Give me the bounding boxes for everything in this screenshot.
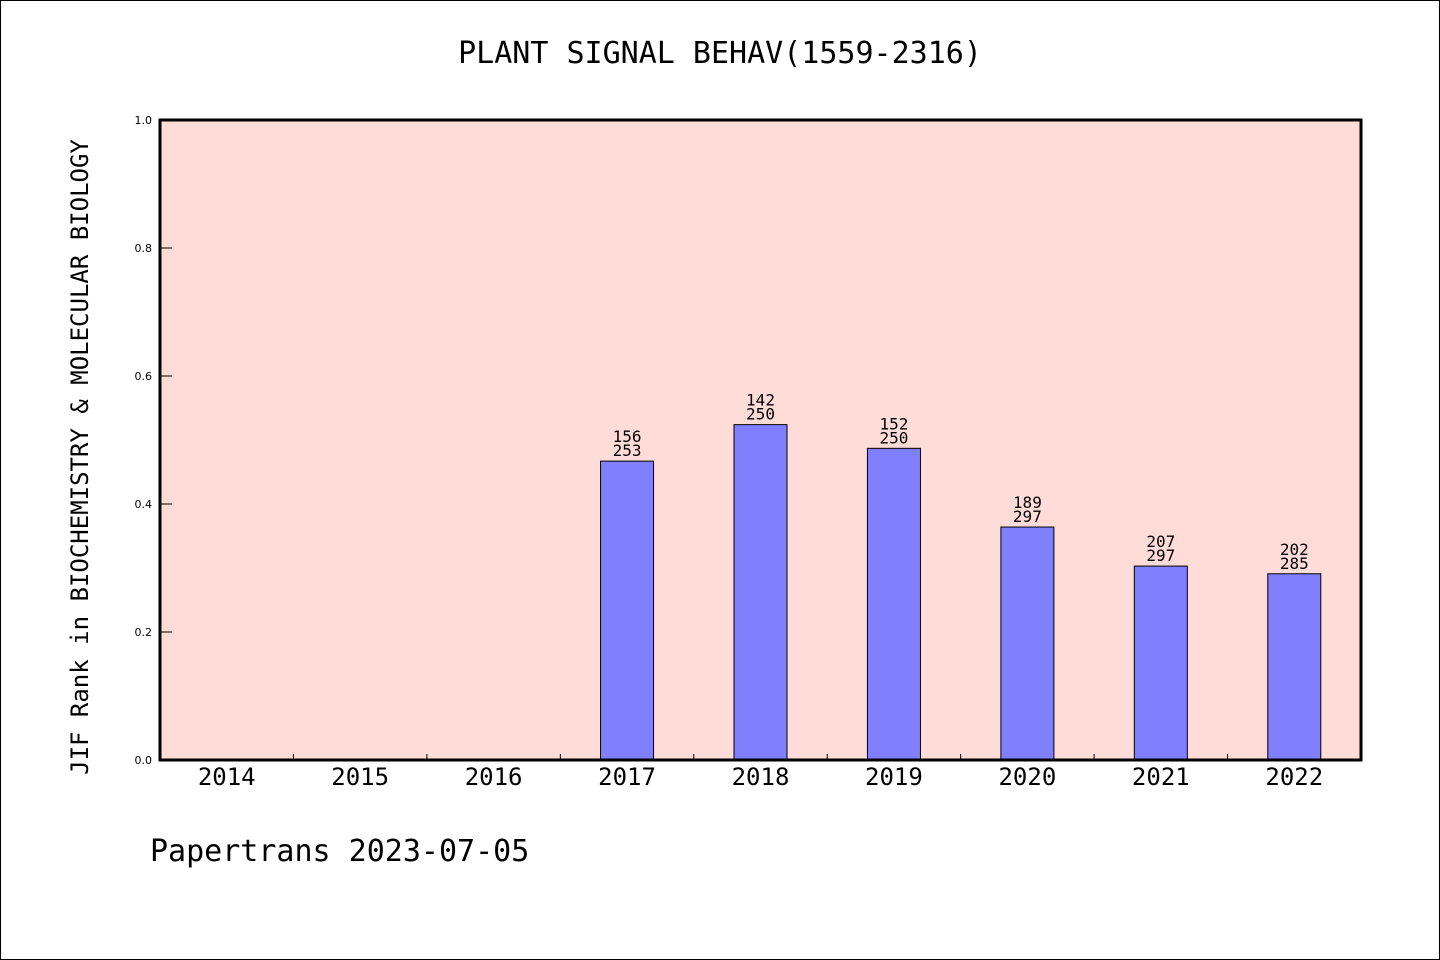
x-tick-label: 2020 (998, 763, 1056, 791)
y-tick-label: 0.8 (135, 242, 153, 255)
x-tick-label: 2017 (598, 763, 656, 791)
bar-total-label: 297 (1146, 546, 1175, 565)
x-tick-label: 2021 (1132, 763, 1190, 791)
footer-credit: Papertrans 2023-07-05 (150, 834, 530, 869)
bar-total-label: 297 (1013, 507, 1042, 526)
bar-total-label: 250 (879, 428, 908, 447)
x-tick-label: 2015 (331, 763, 389, 791)
x-tick-label: 2018 (732, 763, 790, 791)
bar-2019 (866, 447, 921, 761)
bar-2021 (1133, 565, 1188, 761)
bar-total-label: 253 (613, 441, 642, 460)
chart-title: PLANT SIGNAL BEHAV(1559-2316) (458, 36, 982, 71)
bar-2018 (733, 424, 788, 761)
bar-rank-label: 156 (613, 427, 642, 446)
bar-2017 (600, 460, 655, 761)
y-tick-label: 1.0 (135, 114, 153, 127)
x-tick-label: 2014 (198, 763, 256, 791)
bar-rank-label: 152 (879, 414, 908, 433)
bar-total-label: 285 (1280, 554, 1309, 573)
bar-total-label: 250 (746, 405, 775, 424)
bar-rank-label: 142 (746, 391, 775, 410)
bar-2022 (1267, 573, 1322, 761)
bar-rank-label: 207 (1146, 532, 1175, 551)
x-tick-label: 2019 (865, 763, 923, 791)
bar-2020 (1000, 526, 1055, 761)
bar-rank-label: 189 (1013, 493, 1042, 512)
x-tick-label: 2016 (465, 763, 523, 791)
y-tick-label: 0.0 (135, 754, 153, 767)
y-tick-label: 0.2 (135, 626, 153, 639)
plot-border (158, 118, 1363, 762)
x-tick-label: 2022 (1265, 763, 1323, 791)
y-tick-label: 0.4 (135, 498, 153, 511)
bar-rank-label: 202 (1280, 540, 1309, 559)
y-tick-label: 0.6 (135, 370, 153, 383)
